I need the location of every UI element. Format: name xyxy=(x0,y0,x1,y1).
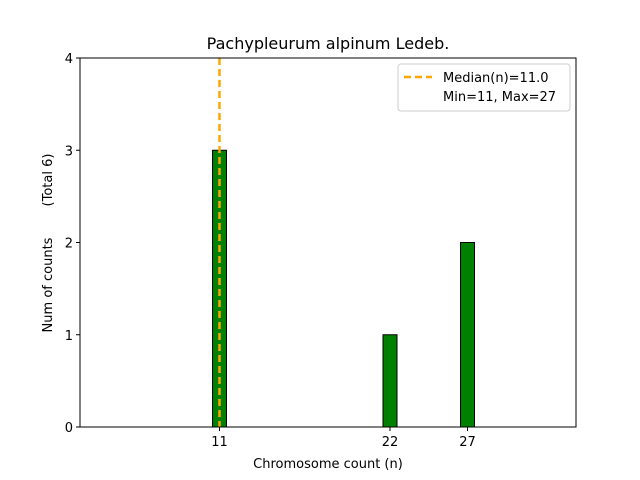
y-axis-total-label: (Total 6) xyxy=(41,154,56,207)
legend-entry-minmax: Min=11, Max=27 xyxy=(443,90,556,105)
bar-27 xyxy=(460,242,475,428)
x-tick-label: 22 xyxy=(382,435,399,450)
y-axis: 0 1 2 3 4 xyxy=(65,52,80,436)
bars-layer xyxy=(111,149,561,428)
x-axis-label: Chromosome count (n) xyxy=(253,457,403,472)
y-tick-label: 3 xyxy=(65,144,73,159)
y-tick-label: 2 xyxy=(65,237,73,252)
x-tick-label: 11 xyxy=(211,435,228,450)
bar-22 xyxy=(382,334,398,428)
plot-frame xyxy=(79,57,577,428)
y-tick-label: 0 xyxy=(65,421,73,436)
x-axis: 11 22 27 xyxy=(211,427,476,450)
legend-entry-median: Median(n)=11.0 xyxy=(443,71,549,86)
y-axis-label: Num of counts xyxy=(41,237,56,332)
y-tick-label: 1 xyxy=(65,329,73,344)
x-tick-label: 27 xyxy=(459,435,476,450)
y-tick-label: 4 xyxy=(65,52,73,67)
legend: Median(n)=11.0 Min=11, Max=27 xyxy=(397,63,571,112)
legend-box xyxy=(397,63,571,112)
chart-title: Pachypleurum alpinum Ledeb. xyxy=(207,34,450,53)
